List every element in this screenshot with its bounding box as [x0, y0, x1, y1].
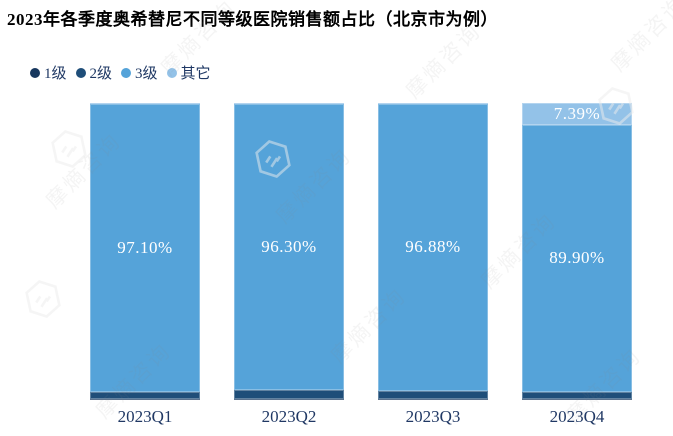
segment-tier1-2023q4 — [522, 399, 632, 400]
x-label-2023q3: 2023Q3 — [405, 407, 461, 426]
legend-item-tier1: 1级 — [30, 62, 67, 83]
watermark-logo-icon — [25, 280, 61, 318]
segment-tier3-2023q2: 96.30% — [234, 103, 344, 390]
plot-area: 97.10% 96.30% 96.88% 7.39% 89.90% — [90, 103, 632, 400]
segment-tier2-2023q4 — [522, 391, 632, 400]
bar-2023q1: 97.10% — [90, 103, 200, 400]
segment-tier1-2023q1 — [90, 399, 200, 400]
legend-label-tier2: 2级 — [89, 66, 113, 82]
value-label: 96.88% — [405, 237, 461, 257]
legend: 1级 2级 3级 其它 — [30, 62, 211, 83]
segment-tier3-2023q4: 89.90% — [522, 124, 632, 392]
segment-tier2-2023q3 — [378, 391, 488, 400]
watermark-text: 摩熵咨询 — [606, 0, 673, 77]
x-label-2023q4: 2023Q4 — [549, 407, 605, 426]
segment-tier1-2023q2 — [234, 399, 344, 400]
legend-label-other: 其它 — [180, 66, 211, 82]
legend-label-tier3: 3级 — [135, 66, 158, 82]
legend-item-other: 其它 — [166, 62, 211, 83]
watermark-logo-icon — [51, 130, 87, 168]
legend-dot-tier3-icon — [121, 67, 132, 78]
segment-other-2023q1 — [90, 103, 200, 104]
x-label-2023q2: 2023Q2 — [261, 407, 317, 426]
value-label: 96.30% — [261, 236, 317, 256]
legend-dot-tier1-icon — [30, 67, 40, 78]
segment-tier1-2023q3 — [378, 399, 488, 400]
legend-label-tier1: 1级 — [44, 66, 67, 82]
segment-tier2-2023q2 — [234, 389, 344, 400]
x-label-2023q1: 2023Q1 — [117, 407, 173, 426]
segment-other-2023q3 — [378, 103, 488, 104]
bar-2023q3: 96.88% — [378, 103, 488, 400]
segment-tier3-2023q3: 96.88% — [378, 103, 488, 392]
legend-item-tier3: 3级 — [121, 62, 158, 83]
bar-2023q2: 96.30% — [234, 103, 344, 400]
segment-other-2023q4: 7.39% — [522, 103, 632, 125]
segment-tier2-2023q1 — [90, 392, 200, 400]
legend-item-tier2: 2级 — [75, 62, 113, 83]
value-label: 97.10% — [117, 237, 173, 257]
chart-title: 2023年各季度奥希替尼不同等级医院销售额占比（北京市为例） — [7, 10, 498, 29]
legend-dot-tier2-icon — [75, 67, 86, 78]
legend-dot-other-icon — [166, 67, 177, 78]
segment-tier3-2023q1: 97.10% — [90, 103, 200, 392]
segment-other-2023q2 — [234, 103, 344, 104]
bar-2023q4: 7.39% 89.90% — [522, 103, 632, 400]
x-axis-labels: 2023Q1 2023Q2 2023Q3 2023Q4 — [90, 407, 632, 427]
value-label: 7.39% — [553, 104, 601, 123]
value-label: 89.90% — [549, 248, 605, 268]
